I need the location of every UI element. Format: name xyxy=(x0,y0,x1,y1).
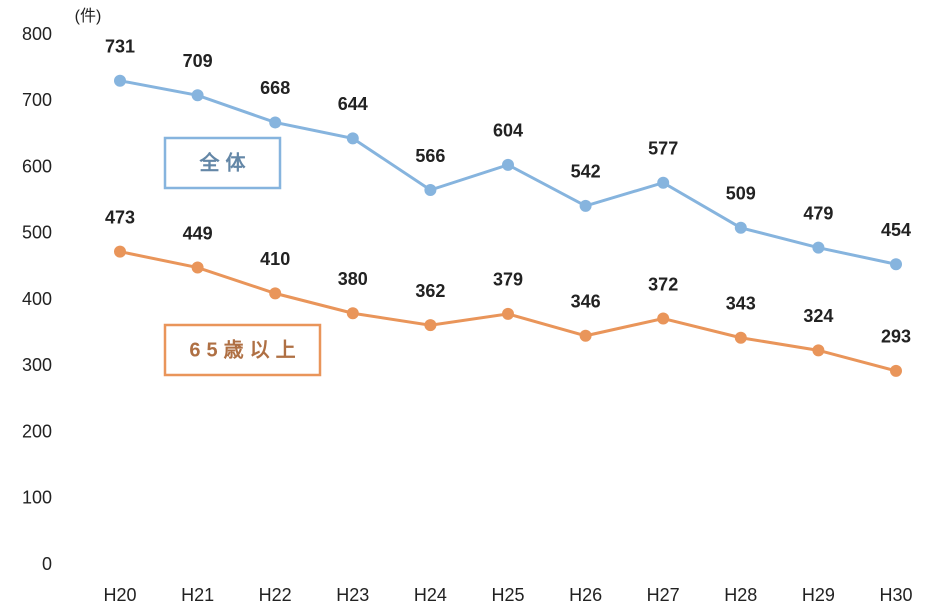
data-point xyxy=(734,221,747,234)
legend-box xyxy=(163,136,282,190)
data-point xyxy=(424,184,437,197)
y-tick-label: 800 xyxy=(22,24,52,44)
data-point xyxy=(424,319,437,332)
data-label: 410 xyxy=(260,249,290,269)
y-tick-label: 600 xyxy=(22,156,52,176)
data-label: 324 xyxy=(803,306,833,326)
data-point xyxy=(191,261,204,274)
y-axis-label: (件) xyxy=(75,7,102,25)
x-tick-label: H28 xyxy=(724,585,757,605)
y-tick-label: 300 xyxy=(22,355,52,375)
data-label: 668 xyxy=(260,78,290,98)
data-label: 293 xyxy=(881,327,911,347)
data-point xyxy=(657,176,670,189)
legend-label: 全体 xyxy=(199,150,252,174)
data-label: 372 xyxy=(648,274,678,294)
data-point xyxy=(579,199,592,212)
legend-label: 65歳以上 xyxy=(189,337,301,361)
data-point xyxy=(191,89,204,102)
y-tick-label: 700 xyxy=(22,90,52,110)
y-tick-label: 0 xyxy=(42,554,52,574)
data-point xyxy=(579,329,592,342)
x-tick-label: H26 xyxy=(569,585,602,605)
y-tick-label: 200 xyxy=(22,421,52,441)
x-tick-label: H27 xyxy=(647,585,680,605)
data-label: 379 xyxy=(493,270,523,290)
data-point xyxy=(812,241,825,254)
data-label: 644 xyxy=(338,94,368,114)
data-label: 509 xyxy=(726,184,756,204)
x-tick-label: H29 xyxy=(802,585,835,605)
data-point xyxy=(890,364,902,377)
data-label: 479 xyxy=(803,203,833,223)
data-point xyxy=(269,116,282,129)
data-point xyxy=(346,307,359,320)
data-label: 577 xyxy=(648,138,678,158)
x-tick-label: H22 xyxy=(259,585,292,605)
y-tick-label: 500 xyxy=(22,223,52,243)
x-tick-label: H25 xyxy=(491,585,524,605)
data-label: 731 xyxy=(105,36,135,56)
data-label: 604 xyxy=(493,121,523,141)
x-tick-label: H30 xyxy=(879,585,912,605)
data-label: 380 xyxy=(338,269,368,289)
x-tick-label: H21 xyxy=(181,585,214,605)
data-label: 566 xyxy=(415,146,445,166)
data-point xyxy=(657,312,670,325)
x-tick-label: H23 xyxy=(336,585,369,605)
data-point xyxy=(269,287,282,300)
y-tick-label: 400 xyxy=(22,289,52,309)
data-label: 362 xyxy=(415,281,445,301)
data-label: 449 xyxy=(183,223,213,243)
data-point xyxy=(346,132,359,145)
x-tick-label: H24 xyxy=(414,585,447,605)
data-point xyxy=(890,258,902,271)
data-label: 709 xyxy=(183,51,213,71)
data-label: 542 xyxy=(571,162,601,182)
data-point xyxy=(502,307,514,320)
data-label: 454 xyxy=(881,220,911,240)
data-point xyxy=(734,331,747,344)
data-label: 343 xyxy=(726,294,756,314)
data-label: 473 xyxy=(105,207,135,227)
data-point xyxy=(114,245,126,258)
data-label: 346 xyxy=(571,292,601,312)
y-tick-label: 100 xyxy=(22,488,52,508)
data-point xyxy=(114,74,126,87)
data-point xyxy=(502,158,514,171)
legend-box xyxy=(163,323,322,377)
data-point xyxy=(812,344,825,357)
x-tick-label: H20 xyxy=(103,585,136,605)
